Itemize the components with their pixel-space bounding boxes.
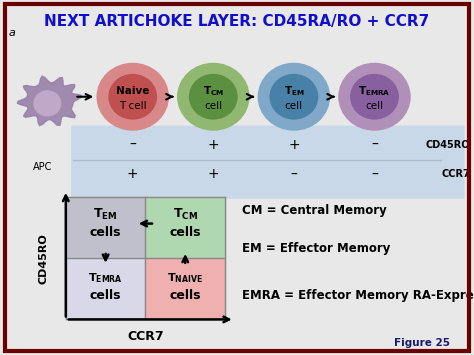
Text: T$_{\mathregular{EM}}$: T$_{\mathregular{EM}}$: [93, 207, 118, 222]
Circle shape: [258, 64, 329, 130]
Text: Figure 25: Figure 25: [394, 338, 450, 348]
Bar: [66, 258, 146, 320]
Text: cell: cell: [285, 100, 303, 111]
Text: CM = Central Memory: CM = Central Memory: [242, 204, 386, 217]
Text: cell: cell: [204, 100, 222, 111]
Text: EMRA = Effector Memory RA-Expressing: EMRA = Effector Memory RA-Expressing: [242, 289, 474, 302]
Text: CD45RO: CD45RO: [426, 140, 470, 150]
Text: –: –: [129, 138, 136, 152]
Text: APC: APC: [33, 162, 52, 172]
Polygon shape: [17, 76, 82, 126]
Text: cells: cells: [90, 289, 121, 301]
Circle shape: [190, 75, 237, 119]
Text: T$_{\mathregular{EMRA}}$: T$_{\mathregular{EMRA}}$: [358, 84, 391, 98]
Text: –: –: [371, 168, 378, 181]
Text: NEXT ARTICHOKE LAYER: CD45RA/RO + CCR7: NEXT ARTICHOKE LAYER: CD45RA/RO + CCR7: [45, 14, 429, 29]
Text: T$_{\mathregular{NAIVE}}$: T$_{\mathregular{NAIVE}}$: [167, 271, 203, 285]
Text: a: a: [9, 28, 16, 38]
Text: T$_{\mathregular{CM}}$: T$_{\mathregular{CM}}$: [173, 207, 198, 222]
FancyBboxPatch shape: [71, 126, 465, 199]
Bar: [146, 258, 225, 320]
Text: CCR7: CCR7: [441, 169, 470, 179]
Circle shape: [339, 64, 410, 130]
Text: +: +: [127, 168, 138, 181]
Text: Naive: Naive: [116, 86, 149, 97]
Text: +: +: [288, 138, 300, 152]
Text: +: +: [208, 138, 219, 152]
Circle shape: [270, 75, 318, 119]
Text: T$_{\mathregular{EMRA}}$: T$_{\mathregular{EMRA}}$: [88, 271, 123, 285]
Circle shape: [351, 75, 398, 119]
Text: CD45RO: CD45RO: [38, 233, 48, 284]
Text: T$_{\mathregular{CM}}$: T$_{\mathregular{CM}}$: [203, 84, 224, 98]
Text: –: –: [371, 138, 378, 152]
Text: T$_{\mathregular{EM}}$: T$_{\mathregular{EM}}$: [283, 84, 304, 98]
Circle shape: [178, 64, 249, 130]
Text: cells: cells: [90, 226, 121, 239]
Circle shape: [34, 91, 61, 116]
Bar: [66, 197, 146, 258]
Bar: [146, 197, 225, 258]
Text: CCR7: CCR7: [127, 330, 164, 343]
Circle shape: [109, 75, 156, 119]
Text: –: –: [291, 168, 297, 181]
Text: EM = Effector Memory: EM = Effector Memory: [242, 242, 390, 255]
Text: cell: cell: [365, 100, 383, 111]
Text: cells: cells: [170, 289, 201, 301]
Text: T cell: T cell: [119, 100, 146, 111]
Circle shape: [97, 64, 168, 130]
Text: +: +: [208, 168, 219, 181]
Text: cells: cells: [170, 226, 201, 239]
